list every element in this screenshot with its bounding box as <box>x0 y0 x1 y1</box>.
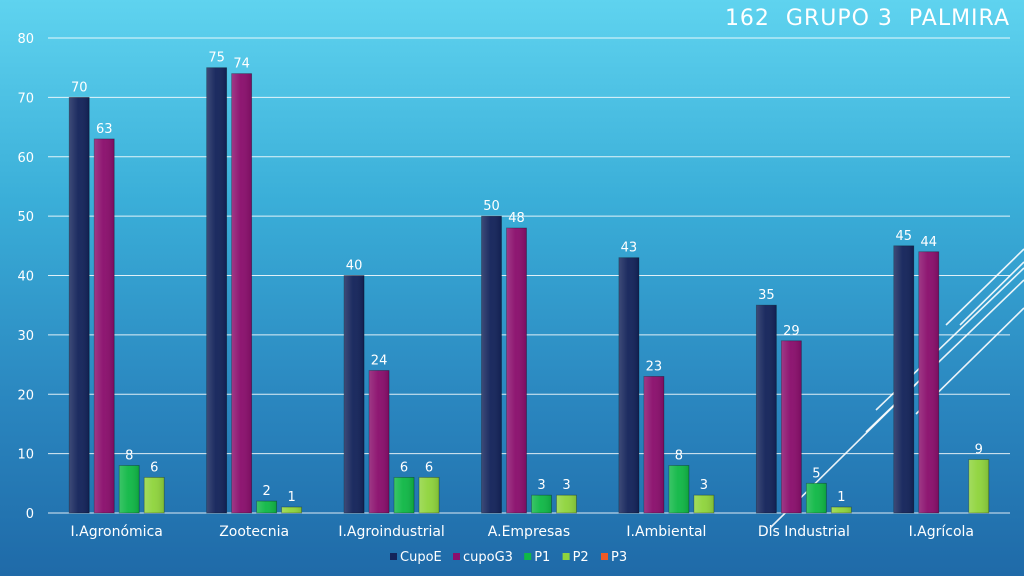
legend-label: cupoG3 <box>463 550 513 565</box>
bar-highlight <box>69 97 90 513</box>
bar-highlight <box>481 216 502 513</box>
data-label: 35 <box>758 288 775 303</box>
bar-highlight <box>556 495 577 513</box>
data-label: 50 <box>483 199 500 214</box>
data-label: 70 <box>71 80 88 95</box>
y-tick-label: 20 <box>17 388 34 403</box>
bar-highlight <box>806 483 827 513</box>
data-label: 6 <box>400 460 408 475</box>
data-label: 8 <box>125 449 133 464</box>
y-tick-label: 30 <box>17 329 34 344</box>
bar-series: 70 63 8 6 75 74 2 1 40 24 6 6 50 48 3 3 43 23 8 3 35 29 5 1 45 44… <box>68 51 990 514</box>
bar-highlight <box>531 495 552 513</box>
data-label: 48 <box>508 211 525 226</box>
x-tick-label: Zootecnia <box>219 524 289 540</box>
x-tick-label: I.Ambiental <box>626 524 706 540</box>
data-label: 3 <box>537 478 545 493</box>
bar-highlight <box>344 275 365 513</box>
data-label: 6 <box>150 460 158 475</box>
data-label: 63 <box>96 122 113 137</box>
data-label: 75 <box>208 51 225 66</box>
data-label: 24 <box>371 354 388 369</box>
data-label: 45 <box>896 229 913 244</box>
chart-title: 162 GRUPO 3 PALMIRA <box>724 6 1010 31</box>
bar-highlight <box>643 376 664 513</box>
bar-highlight <box>668 465 689 513</box>
legend-label: P1 <box>534 550 550 565</box>
legend-swatch <box>601 553 608 560</box>
bar-highlight <box>968 459 989 513</box>
gridlines <box>48 37 1010 514</box>
legend: CupoE cupoG3 P1 P2 P3 <box>390 550 627 565</box>
legend-swatch <box>562 553 570 560</box>
y-axis: 0 10 20 30 40 50 60 70 80 <box>17 32 34 522</box>
y-tick-label: 50 <box>17 210 34 225</box>
bar-highlight <box>693 495 714 513</box>
data-label: 29 <box>783 324 800 339</box>
y-tick-label: 60 <box>17 151 34 166</box>
data-label: 44 <box>921 235 938 250</box>
bar-highlight <box>419 477 440 513</box>
y-tick-label: 10 <box>17 448 34 463</box>
bar-highlight <box>756 305 777 513</box>
bar-highlight <box>781 340 802 513</box>
x-tick-label: Dis Industrial <box>758 524 850 540</box>
x-tick-label: I.Agrícola <box>909 524 974 540</box>
bar-highlight <box>206 67 227 513</box>
y-tick-label: 0 <box>26 507 34 522</box>
legend-swatch <box>524 553 532 560</box>
bar-highlight <box>256 501 277 513</box>
bar-highlight <box>119 465 140 513</box>
data-label: 6 <box>425 460 433 475</box>
data-label: 8 <box>675 449 683 464</box>
x-tick-label: A.Empresas <box>488 524 570 540</box>
x-axis: I.Agronómica Zootecnia I.Agroindustrial A.E… <box>71 524 974 540</box>
legend-label: CupoE <box>400 550 442 565</box>
data-label: 3 <box>700 478 708 493</box>
data-label: 9 <box>975 443 983 458</box>
data-label: 1 <box>288 490 296 505</box>
bar-highlight <box>369 370 390 513</box>
data-label: 23 <box>646 359 663 374</box>
legend-swatch <box>453 553 460 560</box>
data-label: 1 <box>837 490 845 505</box>
legend-label: P2 <box>573 550 589 565</box>
x-tick-label: I.Agronómica <box>71 524 163 540</box>
legend-swatch <box>390 553 397 560</box>
bar-highlight <box>918 251 939 513</box>
bar-highlight <box>231 73 252 513</box>
legend-label: P3 <box>611 550 627 565</box>
data-label: 40 <box>346 259 363 274</box>
data-label: 2 <box>263 484 271 499</box>
data-label: 74 <box>233 57 250 72</box>
y-tick-label: 80 <box>17 32 34 47</box>
x-tick-label: I.Agroindustrial <box>338 524 444 540</box>
bar-highlight <box>394 477 415 513</box>
bar-highlight <box>618 257 639 513</box>
bar-highlight <box>831 507 852 513</box>
data-label: 43 <box>621 241 638 256</box>
y-tick-label: 70 <box>17 91 34 106</box>
data-label: 3 <box>562 478 570 493</box>
bar-highlight <box>94 138 115 513</box>
bar-highlight <box>281 507 302 513</box>
bar-highlight <box>144 477 165 513</box>
y-tick-label: 40 <box>17 270 34 285</box>
data-label: 5 <box>812 466 820 481</box>
bar-highlight <box>506 228 527 513</box>
bar-highlight <box>893 245 914 513</box>
